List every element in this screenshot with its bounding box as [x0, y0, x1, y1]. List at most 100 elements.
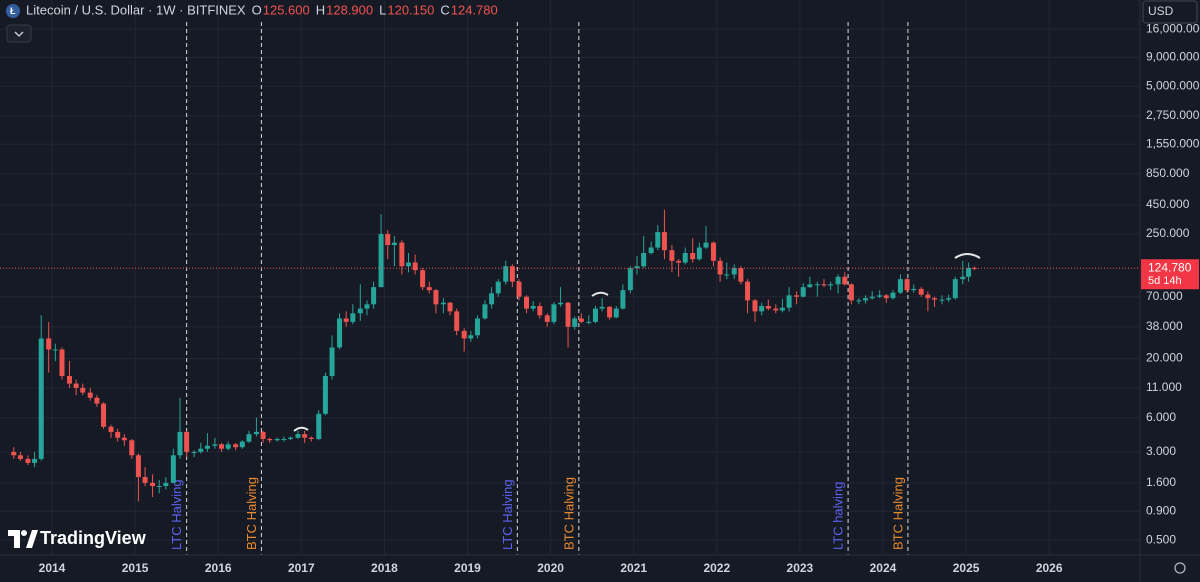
- candle-body: [385, 234, 391, 246]
- y-tick-label: 70.000: [1146, 289, 1183, 303]
- ohlc-legend: O 125.600 H 128.900 L 120.150 C 124.780: [252, 2, 498, 17]
- x-tick-label: 2018: [371, 561, 398, 575]
- candle-body: [378, 234, 384, 288]
- candle-body: [329, 347, 335, 377]
- candle-body: [253, 431, 259, 435]
- candle-body: [108, 426, 114, 432]
- candle-body: [863, 298, 869, 301]
- halving-label: LTC Halving: [169, 479, 184, 550]
- x-tick-label: 2020: [537, 561, 564, 575]
- candle-body: [267, 438, 273, 441]
- candle-body: [73, 383, 79, 388]
- candle-body: [620, 290, 626, 309]
- candle-body: [613, 308, 619, 318]
- candle-body: [883, 295, 889, 299]
- candle-body: [66, 376, 72, 384]
- x-tick-label: 2019: [454, 561, 481, 575]
- price-badge-bg: [1141, 259, 1199, 290]
- ohlc-key: L: [379, 2, 386, 17]
- candle-body: [690, 253, 696, 260]
- candle-body: [274, 438, 280, 441]
- collapse-button[interactable]: [6, 24, 32, 43]
- x-tick-label: 2015: [122, 561, 149, 575]
- candle-body: [946, 298, 952, 300]
- candle-body: [752, 300, 758, 312]
- candle-body: [233, 444, 239, 448]
- candle-body: [607, 306, 613, 318]
- candle-body: [204, 445, 210, 449]
- candle-body: [724, 274, 730, 276]
- y-tick-label: 2,750.000: [1146, 108, 1200, 122]
- candle-body: [191, 451, 197, 453]
- candle-body: [316, 413, 322, 439]
- candle-body: [87, 392, 93, 398]
- x-tick-label: 2022: [703, 561, 730, 575]
- candle-body: [794, 295, 800, 297]
- candle-body: [364, 304, 370, 309]
- candle-body: [17, 455, 23, 459]
- candle-body: [745, 281, 751, 301]
- candles: [11, 209, 977, 502]
- candle-body: [509, 266, 515, 282]
- candle-body: [661, 232, 667, 251]
- candle-body: [828, 284, 834, 286]
- candle-body: [731, 268, 737, 275]
- y-tick-label: 250.000: [1146, 226, 1190, 240]
- y-tick-label: 6.000: [1146, 410, 1176, 424]
- candle-body: [461, 330, 467, 339]
- x-tick-label: 2016: [205, 561, 232, 575]
- header: Ł Litecoin / U.S. Dollar · 1W · BITFINEX…: [6, 2, 498, 43]
- candle-body: [25, 458, 31, 463]
- candle-body: [710, 242, 716, 261]
- candle-body: [156, 486, 162, 488]
- candle-body: [572, 318, 578, 327]
- candle-body: [412, 262, 418, 271]
- halving-label: LTC Halving: [500, 479, 515, 550]
- candle-body: [150, 482, 156, 487]
- y-tick-label: 850.000: [1146, 166, 1190, 180]
- candle-body: [738, 268, 744, 282]
- settings-icon[interactable]: [1174, 562, 1186, 574]
- x-tick-label: 2023: [787, 561, 814, 575]
- currency-box[interactable]: [1142, 0, 1198, 24]
- candle-body: [530, 305, 536, 309]
- candle-body: [288, 437, 294, 439]
- candle-body: [426, 287, 432, 291]
- x-tick-label: 2026: [1036, 561, 1063, 575]
- candle-body: [558, 302, 564, 305]
- candle-body: [447, 302, 453, 312]
- halving-label: BTC Halving: [244, 477, 259, 550]
- candle-body: [634, 266, 640, 269]
- candle-body: [918, 288, 924, 295]
- candle-body: [350, 313, 356, 322]
- candle-body: [523, 296, 529, 309]
- candle-body: [337, 318, 343, 348]
- ohlc-key: H: [316, 2, 325, 17]
- x-tick-label: 2017: [288, 561, 315, 575]
- candle-body: [952, 279, 958, 299]
- candle-body: [59, 349, 65, 377]
- candle-body: [343, 318, 349, 322]
- price-countdown: 5d 14h: [1148, 275, 1182, 287]
- candle-body: [904, 279, 910, 291]
- candle-body: [46, 338, 52, 350]
- candle-body: [399, 242, 405, 267]
- brand: TradingView: [8, 528, 147, 548]
- candle-body: [655, 232, 661, 248]
- halving-label: LTC halving: [831, 482, 846, 550]
- candle-body: [474, 318, 480, 336]
- candle-body: [440, 302, 446, 305]
- candle-body: [703, 242, 709, 248]
- candle-body: [135, 455, 141, 478]
- candle-body: [877, 295, 883, 297]
- candle-body: [295, 434, 301, 438]
- candle-body: [932, 298, 938, 300]
- ohlc-value: 124.780: [451, 2, 498, 17]
- y-tick-label: 1,550.000: [1146, 136, 1200, 150]
- y-tick-label: 1.600: [1146, 475, 1176, 489]
- ohlc-value: 120.150: [387, 2, 434, 17]
- candle-body: [433, 290, 439, 305]
- arc: [954, 253, 981, 259]
